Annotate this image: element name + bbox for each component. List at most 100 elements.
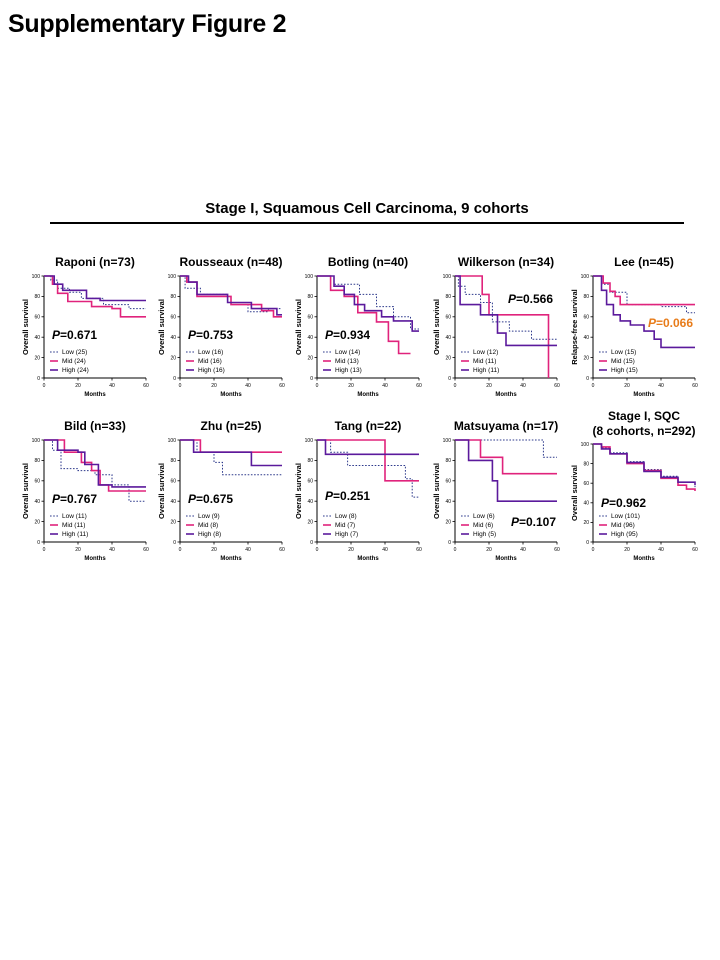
y-tick-label: 60 — [170, 479, 176, 485]
x-tick-label: 40 — [245, 383, 251, 389]
y-tick-label: 40 — [445, 335, 451, 341]
panel-title: Matsuyama (n=17) — [454, 419, 558, 433]
y-tick-label: 80 — [34, 294, 40, 300]
y-tick-label: 20 — [307, 519, 313, 525]
y-tick-label: 20 — [34, 519, 40, 525]
y-tick-label: 40 — [307, 335, 313, 341]
y-tick-label: 0 — [448, 540, 451, 546]
y-tick-label: 100 — [581, 442, 590, 448]
legend-entry: High (95) — [611, 531, 638, 538]
p-value: P=0.107 — [511, 515, 556, 529]
y-tick-label: 60 — [170, 315, 176, 321]
panel-title: Lee (n=45) — [614, 255, 674, 269]
y-tick-label: 20 — [170, 519, 176, 525]
x-tick-label: 40 — [245, 547, 251, 553]
legend-entry: High (13) — [335, 367, 362, 374]
km-panel-2: Rousseaux (n=48) 0 20 40 60 80 100 0 20 40 60 Month… — [157, 255, 285, 398]
p-value: P=0.767 — [52, 492, 97, 506]
y-tick-label: 80 — [445, 458, 451, 464]
figure-title: Supplementary Figure 2 — [8, 10, 287, 38]
y-tick-label: 80 — [170, 294, 176, 300]
p-value-symbol: P — [508, 292, 517, 306]
y-axis-label: Overall survival — [21, 299, 30, 355]
survival-curve-low — [317, 439, 419, 498]
p-value: P=0.066 — [648, 316, 693, 330]
p-value-number: =0.671 — [60, 328, 97, 342]
y-tick-label: 60 — [445, 479, 451, 485]
survival-curve-mid — [317, 439, 419, 482]
x-tick-label: 60 — [692, 547, 698, 553]
survival-curve-high — [455, 439, 557, 502]
x-axis-label: Months — [357, 556, 379, 562]
x-tick-label: 0 — [43, 547, 46, 553]
y-axis-label: Overall survival — [294, 463, 303, 519]
y-tick-label: 40 — [583, 501, 589, 507]
y-tick-label: 100 — [305, 274, 314, 280]
km-panel-3: Botling (n=40) 0 20 40 60 80 100 0 20 40 60 Months O… — [294, 255, 422, 398]
y-axis-label: Overall survival — [157, 299, 166, 355]
p-value-symbol: P — [52, 492, 61, 506]
x-tick-label: 60 — [279, 547, 285, 553]
y-tick-label: 60 — [445, 315, 451, 321]
y-tick-label: 0 — [173, 376, 176, 382]
survival-curve-mid — [44, 439, 146, 492]
y-tick-label: 20 — [445, 355, 451, 361]
p-value: P=0.675 — [188, 492, 233, 506]
x-tick-label: 0 — [316, 383, 319, 389]
x-tick-label: 0 — [592, 383, 595, 389]
y-tick-label: 40 — [34, 335, 40, 341]
km-panel-9: Matsuyama (n=17) 0 20 40 60 80 100 0 20 40 60 Month… — [432, 419, 560, 562]
y-tick-label: 0 — [586, 376, 589, 382]
x-tick-label: 60 — [692, 383, 698, 389]
legend-entry: High (15) — [611, 367, 638, 374]
y-tick-label: 60 — [307, 479, 313, 485]
y-tick-label: 0 — [37, 540, 40, 546]
legend-entry: High (16) — [198, 367, 225, 374]
x-tick-label: 40 — [382, 547, 388, 553]
p-value: P=0.962 — [601, 496, 646, 510]
p-value-number: =0.566 — [516, 292, 553, 306]
legend-entry: Low (101) — [611, 513, 640, 520]
y-tick-label: 60 — [34, 315, 40, 321]
p-value-number: =0.251 — [333, 489, 370, 503]
p-value: P=0.934 — [325, 328, 370, 342]
survival-curve-low — [593, 275, 695, 314]
legend-entry: Mid (6) — [473, 522, 493, 529]
legend-entry: Mid (24) — [62, 358, 86, 365]
x-tick-label: 40 — [520, 547, 526, 553]
legend-entry: Mid (16) — [198, 358, 222, 365]
y-tick-label: 0 — [310, 376, 313, 382]
legend-entry: Mid (15) — [611, 358, 635, 365]
p-value-symbol: P — [511, 515, 520, 529]
survival-curve-high — [593, 275, 695, 349]
km-panel-4: Wilkerson (n=34) 0 20 40 60 80 100 0 20 40 60 Month… — [432, 255, 560, 398]
legend-entry: High (8) — [198, 531, 221, 538]
p-value-number: =0.767 — [60, 492, 97, 506]
y-axis-label: Overall survival — [432, 463, 441, 519]
y-tick-label: 20 — [170, 355, 176, 361]
y-tick-label: 40 — [34, 499, 40, 505]
x-tick-label: 0 — [592, 547, 595, 553]
y-tick-label: 60 — [34, 479, 40, 485]
p-value: P=0.671 — [52, 328, 97, 342]
x-tick-label: 40 — [658, 547, 664, 553]
p-value-number: =0.753 — [196, 328, 233, 342]
x-axis-label: Months — [633, 392, 655, 398]
y-tick-label: 0 — [448, 376, 451, 382]
survival-curve-high — [593, 443, 696, 486]
x-axis-label: Months — [495, 392, 517, 398]
survival-curve-low — [455, 439, 557, 458]
y-tick-label: 100 — [32, 438, 41, 444]
y-tick-label: 20 — [583, 355, 589, 361]
y-axis-label: Overall survival — [294, 299, 303, 355]
p-value: P=0.251 — [325, 489, 370, 503]
survival-curve-low — [593, 443, 696, 488]
p-value-symbol: P — [648, 316, 657, 330]
y-tick-label: 0 — [37, 376, 40, 382]
y-tick-label: 80 — [583, 294, 589, 300]
panel-title: Stage I, Squamous Cell Carcinoma, 9 coho… — [205, 200, 529, 217]
legend-entry: Mid (11) — [473, 358, 496, 365]
x-axis-label: Months — [84, 392, 106, 398]
survival-curve-high — [180, 439, 282, 467]
